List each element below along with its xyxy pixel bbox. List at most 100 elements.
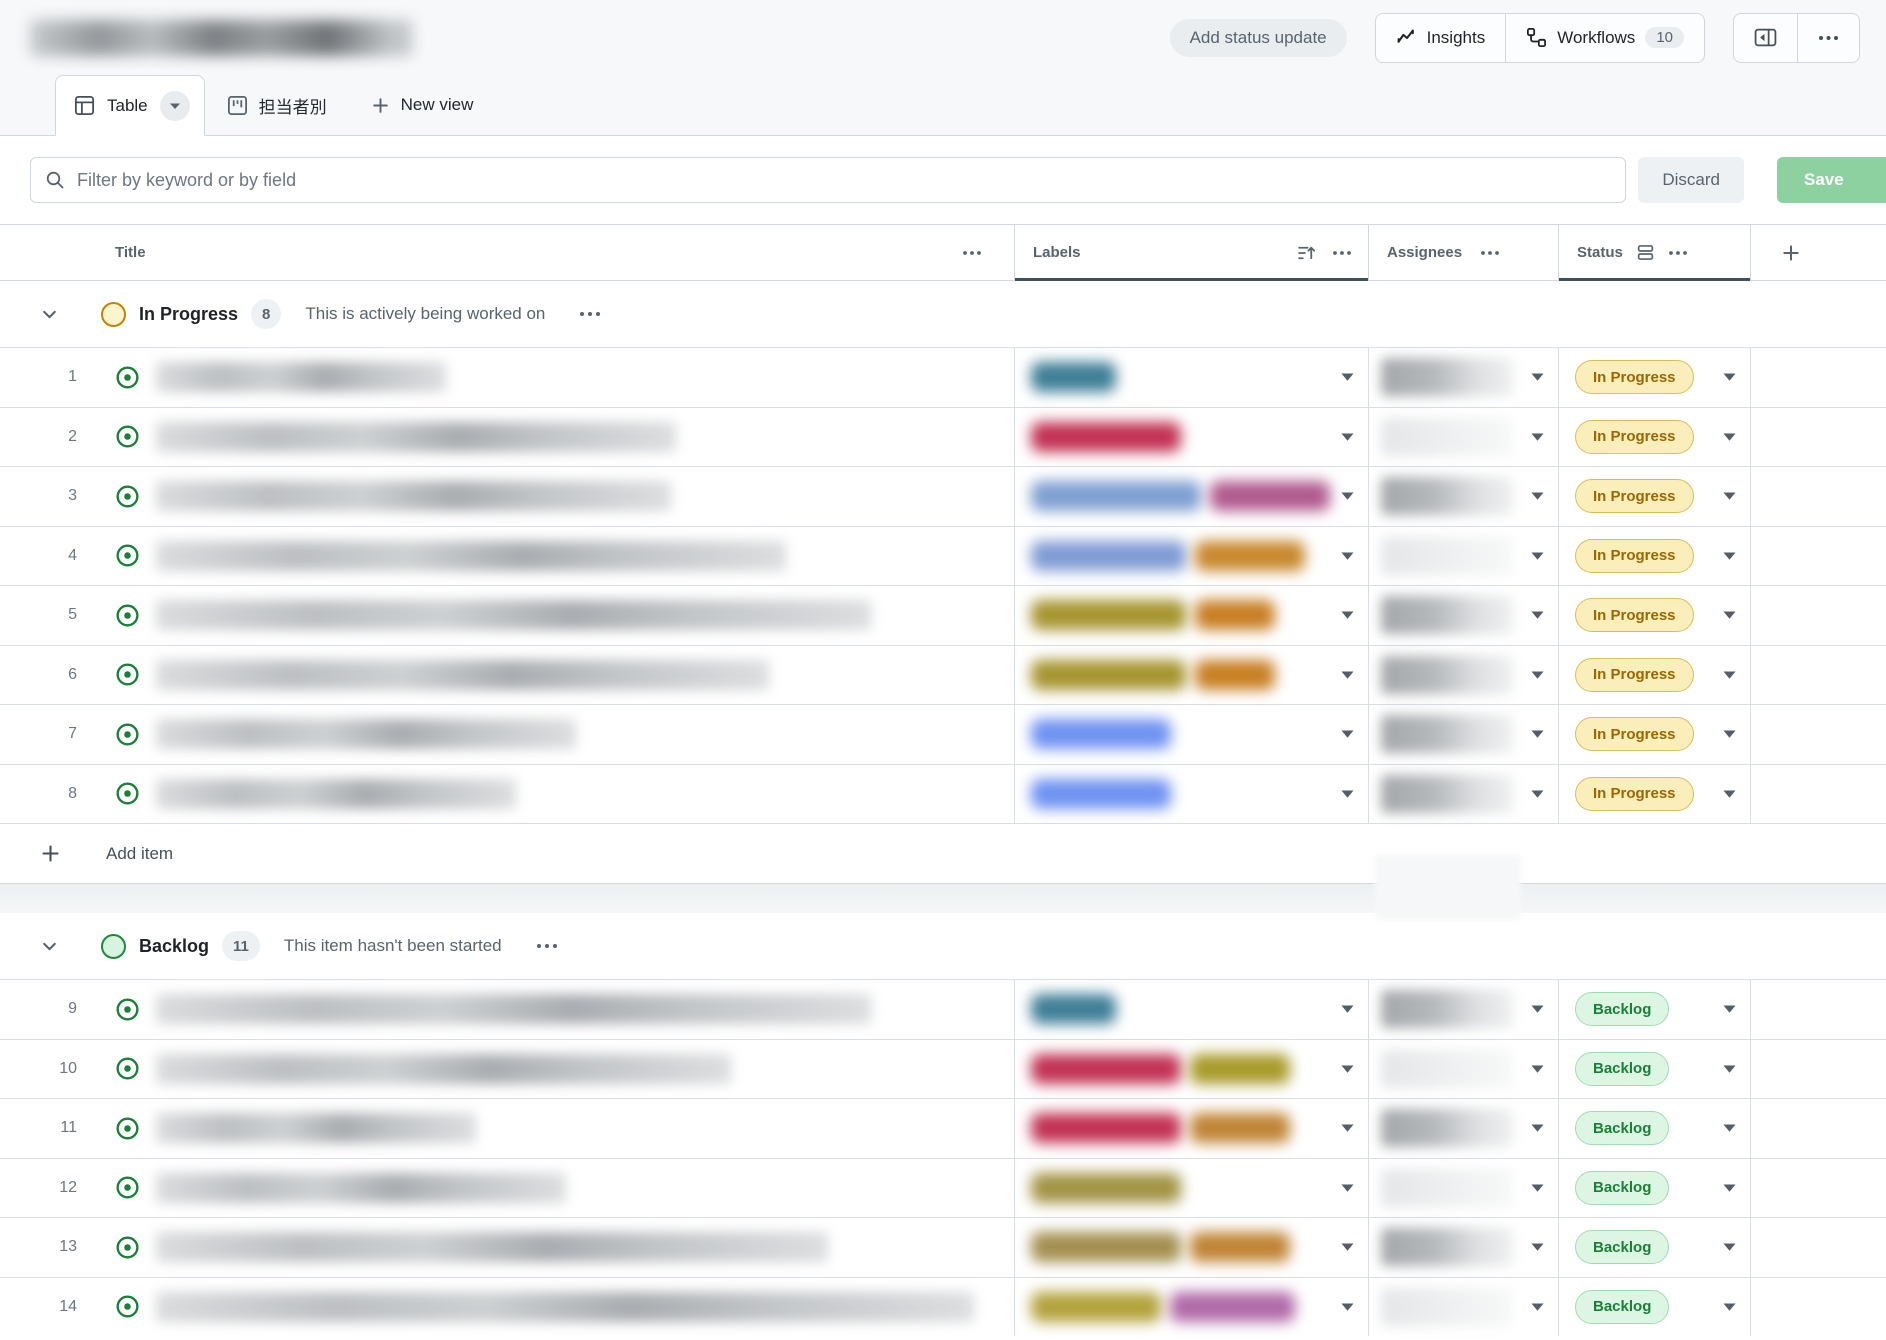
status-dropdown-caret-icon[interactable] (1722, 491, 1737, 501)
cell-title[interactable]: 5 (0, 586, 1014, 645)
add-status-update-button[interactable]: Add status update (1169, 18, 1347, 57)
labels-dropdown-caret-icon[interactable] (1340, 729, 1355, 739)
assignees-dropdown-caret-icon[interactable] (1530, 1242, 1545, 1252)
cell-status[interactable]: Backlog (1558, 1158, 1750, 1217)
labels-dropdown-caret-icon[interactable] (1340, 670, 1355, 680)
assignees-dropdown-caret-icon[interactable] (1530, 670, 1545, 680)
assignees-dropdown-caret-icon[interactable] (1530, 1064, 1545, 1074)
assignees-dropdown-caret-icon[interactable] (1530, 372, 1545, 382)
cell-labels[interactable] (1014, 1099, 1368, 1158)
cell-title[interactable]: 12 (0, 1159, 1014, 1218)
status-badge[interactable]: Backlog (1575, 1111, 1670, 1146)
cell-status[interactable]: Backlog (1558, 980, 1750, 1039)
cell-title[interactable]: 7 (0, 705, 1014, 764)
labels-dropdown-caret-icon[interactable] (1340, 1004, 1355, 1014)
cell-status[interactable]: In Progress (1558, 407, 1750, 466)
assignees-column-menu-icon[interactable] (1480, 250, 1500, 256)
cell-labels[interactable] (1014, 586, 1368, 645)
cell-title[interactable]: 14 (0, 1278, 1014, 1337)
add-column-button[interactable] (1750, 225, 1886, 280)
cell-status[interactable]: In Progress (1558, 526, 1750, 585)
cell-labels[interactable] (1014, 467, 1368, 526)
status-badge[interactable]: Backlog (1575, 1170, 1670, 1205)
assignees-dropdown-caret-icon[interactable] (1530, 432, 1545, 442)
side-panel-toggle-button[interactable] (1734, 14, 1797, 62)
cell-assignees[interactable] (1368, 1277, 1558, 1336)
column-header-labels[interactable]: Labels (1014, 225, 1368, 281)
cell-title[interactable]: 2 (0, 408, 1014, 467)
status-badge[interactable]: In Progress (1575, 419, 1694, 454)
cell-assignees[interactable] (1368, 1158, 1558, 1217)
assignees-dropdown-caret-icon[interactable] (1530, 1004, 1545, 1014)
status-dropdown-caret-icon[interactable] (1722, 1183, 1737, 1193)
cell-labels[interactable] (1014, 1039, 1368, 1098)
cell-assignees[interactable] (1368, 1218, 1558, 1277)
labels-column-menu-icon[interactable] (1332, 250, 1352, 256)
cell-status[interactable]: Backlog (1558, 1277, 1750, 1336)
status-dropdown-caret-icon[interactable] (1722, 1302, 1737, 1312)
workflows-button[interactable]: Workflows 10 (1505, 13, 1704, 62)
column-header-title[interactable]: Title (0, 225, 1014, 280)
status-dropdown-caret-icon[interactable] (1722, 729, 1737, 739)
cell-title[interactable]: 1 (0, 348, 1014, 407)
cell-title[interactable]: 10 (0, 1040, 1014, 1099)
status-dropdown-caret-icon[interactable] (1722, 1123, 1737, 1133)
tab-by-assignee[interactable]: 担当者別 (205, 75, 349, 135)
cell-labels[interactable] (1014, 526, 1368, 585)
assignees-dropdown-caret-icon[interactable] (1530, 1183, 1545, 1193)
cell-title[interactable]: 3 (0, 467, 1014, 526)
cell-labels[interactable] (1014, 407, 1368, 466)
status-badge[interactable]: Backlog (1575, 1230, 1670, 1265)
group-menu-icon[interactable] (579, 311, 601, 317)
status-dropdown-caret-icon[interactable] (1722, 1242, 1737, 1252)
labels-dropdown-caret-icon[interactable] (1340, 1183, 1355, 1193)
labels-dropdown-caret-icon[interactable] (1340, 789, 1355, 799)
group-menu-icon[interactable] (536, 943, 558, 949)
cell-status[interactable]: In Progress (1558, 586, 1750, 645)
labels-dropdown-caret-icon[interactable] (1340, 1064, 1355, 1074)
status-dropdown-caret-icon[interactable] (1722, 1004, 1737, 1014)
labels-dropdown-caret-icon[interactable] (1340, 1123, 1355, 1133)
cell-status[interactable]: Backlog (1558, 1218, 1750, 1277)
status-dropdown-caret-icon[interactable] (1722, 372, 1737, 382)
status-badge[interactable]: Backlog (1575, 1289, 1670, 1324)
cell-title[interactable]: 8 (0, 765, 1014, 824)
cell-assignees[interactable] (1368, 705, 1558, 764)
cell-title[interactable]: 9 (0, 980, 1014, 1039)
tab-options-caret[interactable] (159, 90, 190, 121)
cell-labels[interactable] (1014, 645, 1368, 704)
assignees-dropdown-caret-icon[interactable] (1530, 729, 1545, 739)
cell-assignees[interactable] (1368, 348, 1558, 407)
cell-status[interactable]: Backlog (1558, 1099, 1750, 1158)
cell-status[interactable]: In Progress (1558, 467, 1750, 526)
status-dropdown-caret-icon[interactable] (1722, 1064, 1737, 1074)
save-button[interactable]: Save (1777, 157, 1886, 203)
labels-dropdown-caret-icon[interactable] (1340, 432, 1355, 442)
cell-status[interactable]: In Progress (1558, 764, 1750, 823)
collapse-chevron-icon[interactable] (40, 937, 59, 956)
add-item-button[interactable]: Add item (0, 823, 1886, 883)
filter-input[interactable]: Filter by keyword or by field (30, 157, 1627, 203)
status-dropdown-caret-icon[interactable] (1722, 551, 1737, 561)
cell-status[interactable]: Backlog (1558, 1039, 1750, 1098)
collapse-chevron-icon[interactable] (40, 305, 59, 324)
cell-labels[interactable] (1014, 1218, 1368, 1277)
assignees-dropdown-caret-icon[interactable] (1530, 491, 1545, 501)
labels-dropdown-caret-icon[interactable] (1340, 372, 1355, 382)
labels-dropdown-caret-icon[interactable] (1340, 491, 1355, 501)
status-dropdown-caret-icon[interactable] (1722, 610, 1737, 620)
cell-title[interactable]: 6 (0, 646, 1014, 705)
cell-labels[interactable] (1014, 705, 1368, 764)
cell-assignees[interactable] (1368, 1039, 1558, 1098)
status-dropdown-caret-icon[interactable] (1722, 670, 1737, 680)
labels-dropdown-caret-icon[interactable] (1340, 551, 1355, 561)
assignees-dropdown-caret-icon[interactable] (1530, 610, 1545, 620)
column-header-status[interactable]: Status (1558, 225, 1750, 281)
status-badge[interactable]: Backlog (1575, 1051, 1670, 1086)
assignees-dropdown-caret-icon[interactable] (1530, 789, 1545, 799)
assignees-dropdown-caret-icon[interactable] (1530, 1302, 1545, 1312)
status-badge[interactable]: In Progress (1575, 717, 1694, 752)
discard-button[interactable]: Discard (1638, 157, 1744, 203)
tab-table[interactable]: Table (55, 75, 205, 136)
labels-dropdown-caret-icon[interactable] (1340, 1242, 1355, 1252)
